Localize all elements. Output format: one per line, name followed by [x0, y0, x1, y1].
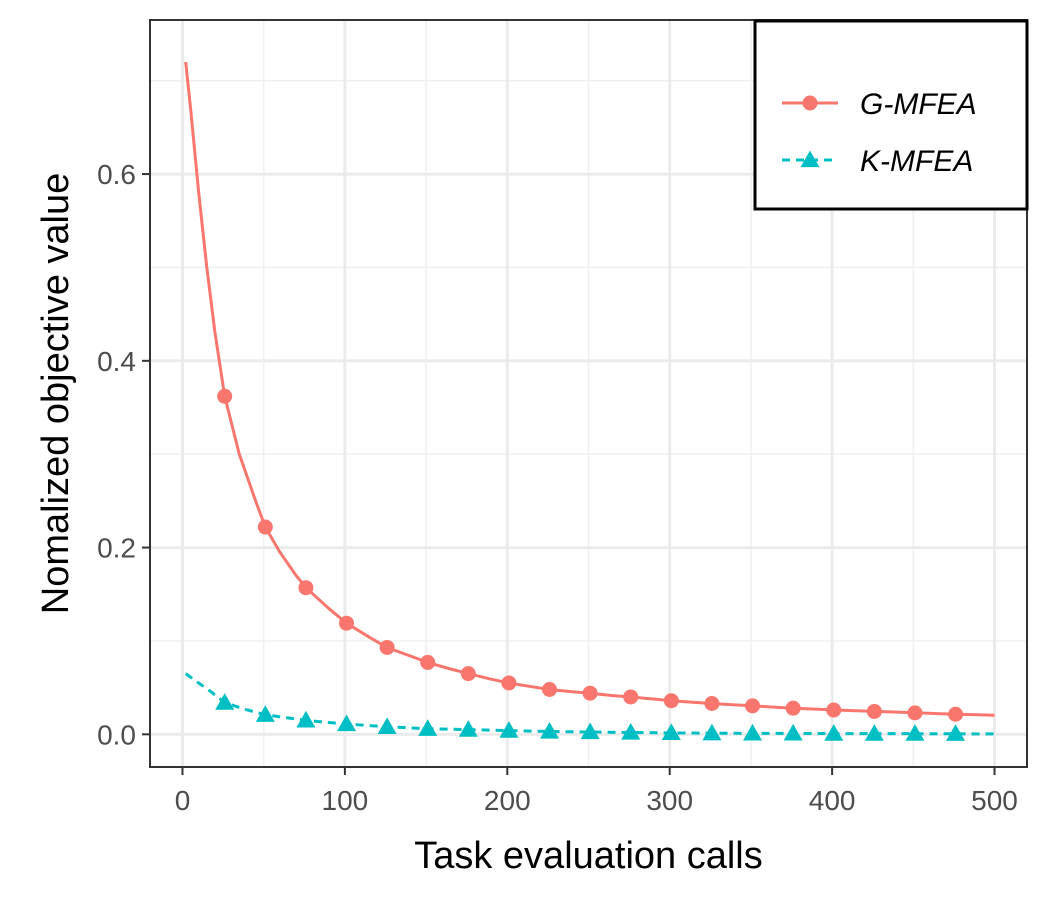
series-line-g-mfea	[184, 61, 995, 717]
legend-label-k-mfea: K-MFEA	[860, 145, 973, 178]
series-point-g-mfea	[460, 666, 476, 682]
series-point-k-mfea	[377, 717, 397, 734]
series-point-k-mfea	[905, 724, 925, 741]
series-point-k-mfea	[661, 723, 681, 741]
series-k-mfea	[184, 672, 995, 741]
series-point-g-mfea	[339, 615, 355, 631]
series-layer	[184, 61, 995, 741]
x-axis: 0 100 200 300 400 500	[175, 767, 1018, 816]
series-point-k-mfea	[255, 705, 275, 722]
series-point-k-mfea	[540, 722, 560, 739]
series-point-g-mfea	[420, 654, 436, 670]
series-point-k-mfea	[864, 724, 884, 741]
legend-marker-g-mfea	[802, 95, 818, 111]
series-point-k-mfea	[215, 693, 235, 710]
y-axis-title: Nomalized objective value	[35, 173, 77, 614]
y-tick-label: 0.0	[97, 719, 136, 750]
series-point-k-mfea	[783, 723, 803, 741]
legend-entry-k-mfea: K-MFEA	[782, 145, 973, 178]
x-tick-label: 300	[646, 785, 693, 816]
x-tick-label: 100	[322, 785, 369, 816]
series-point-g-mfea	[257, 519, 273, 535]
legend-box	[753, 19, 1029, 211]
y-axis: 0.0 0.2 0.4 0.6	[97, 159, 150, 750]
x-tick-label: 0	[175, 785, 191, 816]
series-point-g-mfea	[663, 693, 679, 709]
series-point-g-mfea	[542, 681, 558, 697]
series-point-g-mfea	[623, 689, 639, 705]
legend: G-MFEA K-MFEA	[753, 19, 1029, 211]
series-point-k-mfea	[580, 722, 600, 740]
series-point-g-mfea	[785, 700, 801, 716]
legend-label-g-mfea: G-MFEA	[860, 88, 977, 121]
legend-marker-k-mfea	[800, 150, 820, 168]
series-point-g-mfea	[907, 705, 923, 721]
series-point-g-mfea	[948, 706, 964, 722]
y-tick-label: 0.6	[97, 159, 136, 190]
series-point-k-mfea	[743, 723, 763, 741]
series-point-k-mfea	[499, 721, 519, 738]
series-g-mfea	[184, 61, 995, 722]
series-point-g-mfea	[298, 580, 314, 596]
y-tick-label: 0.2	[97, 533, 136, 564]
series-line-k-mfea	[184, 672, 995, 736]
plot-panel-border	[149, 19, 1028, 768]
series-point-g-mfea	[826, 702, 842, 718]
x-tick-label: 200	[484, 785, 531, 816]
series-point-g-mfea	[704, 696, 720, 712]
series-point-k-mfea	[458, 720, 478, 737]
series-point-k-mfea	[702, 723, 722, 741]
series-point-g-mfea	[379, 639, 395, 655]
series-point-g-mfea	[217, 388, 233, 404]
minor-gridlines	[150, 20, 1027, 767]
x-axis-title: Task evaluation calls	[414, 835, 763, 877]
series-point-k-mfea	[418, 719, 438, 736]
legend-entry-g-mfea: G-MFEA	[782, 88, 977, 121]
series-point-g-mfea	[582, 685, 598, 701]
x-tick-label: 500	[971, 785, 1018, 816]
series-point-k-mfea	[946, 724, 966, 741]
series-point-k-mfea	[621, 722, 641, 740]
series-point-k-mfea	[824, 724, 844, 741]
series-point-k-mfea	[337, 714, 357, 732]
x-tick-label: 400	[809, 785, 856, 816]
y-tick-label: 0.4	[97, 346, 136, 377]
series-point-g-mfea	[866, 703, 882, 719]
series-point-g-mfea	[745, 698, 761, 714]
series-point-g-mfea	[501, 675, 517, 691]
series-point-k-mfea	[296, 710, 316, 728]
